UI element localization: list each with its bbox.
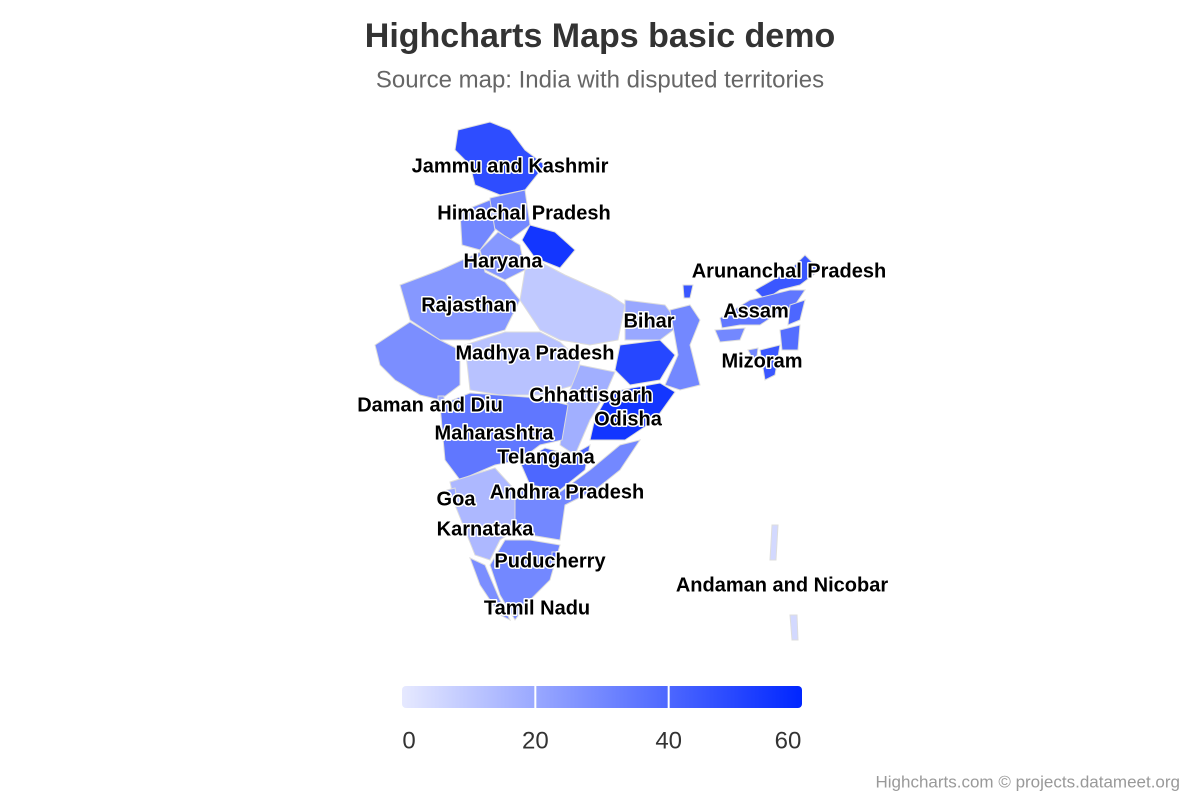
- tick-label: 20: [522, 727, 549, 754]
- region: [449, 467, 516, 561]
- region: [489, 539, 561, 621]
- chart-subtitle: Source map: India with disputed territor…: [376, 66, 824, 93]
- tick-label: 60: [775, 727, 802, 754]
- tick-label: 0: [402, 727, 415, 754]
- region-label: Andhra Pradesh: [490, 481, 644, 503]
- region: [519, 261, 626, 346]
- region-label: Haryana: [464, 250, 544, 272]
- region: [437, 395, 445, 403]
- region-label: Rajasthan: [421, 294, 517, 316]
- region: [714, 327, 746, 343]
- region: [747, 347, 759, 367]
- region: [551, 551, 560, 560]
- region-label: Karnataka: [437, 518, 535, 540]
- region-label: Jammu and Kashmir: [412, 155, 609, 177]
- region-label: Maharashtra: [435, 422, 555, 444]
- region: [459, 199, 496, 251]
- region: [446, 487, 458, 504]
- chart-title: Highcharts Maps basic demo: [365, 17, 835, 55]
- region: [614, 339, 676, 386]
- region-label: Madhya Pradesh: [456, 342, 615, 364]
- region: [769, 524, 799, 641]
- region: [719, 289, 806, 329]
- region: [589, 382, 676, 441]
- region-label: Andaman and Nicobar: [676, 574, 888, 596]
- color-axis: 0 20 40 60: [402, 686, 802, 754]
- credits[interactable]: Highcharts.com © projects.datameet.org: [876, 772, 1181, 791]
- region-label: Himachal Pradesh: [437, 202, 610, 224]
- region-label: Daman and Diu: [357, 394, 503, 416]
- region-label: Telangana: [497, 446, 595, 468]
- region-label: Goa: [437, 488, 477, 510]
- region-label: Mizoram: [721, 350, 802, 372]
- region: [374, 321, 461, 401]
- region-label: Assam: [723, 300, 789, 322]
- region-label: Bihar: [623, 310, 674, 332]
- region: [664, 304, 701, 391]
- region-label: Chhattisgarh: [529, 384, 652, 406]
- region-label: Tamil Nadu: [484, 597, 590, 619]
- region: [519, 444, 591, 491]
- tick-label: 40: [655, 727, 682, 754]
- region: [499, 439, 642, 541]
- region: [759, 344, 781, 381]
- region-label: Odisha: [594, 408, 663, 430]
- region: [787, 299, 806, 326]
- region-labels: Jammu and Kashmir Himachal Pradesh Haryana…: [356, 154, 890, 621]
- region-label: Puducherry: [494, 550, 606, 572]
- region-label: Arunanchal Pradesh: [692, 260, 887, 282]
- region: [521, 224, 576, 269]
- regions: [374, 121, 821, 641]
- region: [682, 284, 694, 299]
- region: [439, 392, 569, 481]
- color-bar: [402, 686, 802, 708]
- region: [469, 557, 512, 622]
- region: [624, 299, 681, 341]
- region: [779, 324, 801, 351]
